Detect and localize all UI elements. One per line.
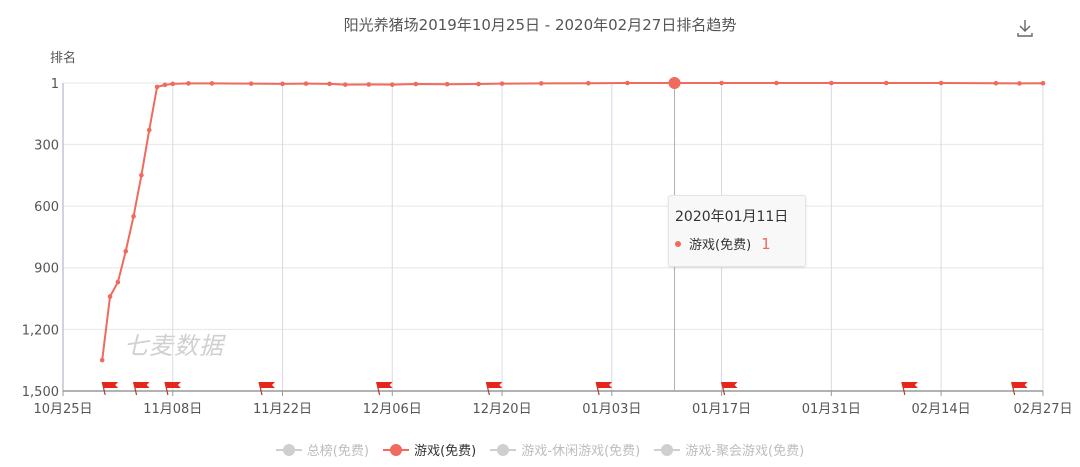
x-tick-label: 11月08日 [143, 402, 202, 417]
x-tick-label: 01月03日 [582, 402, 641, 417]
highlight-point [668, 77, 681, 89]
flag-icon-pole [376, 381, 381, 396]
data-point [829, 80, 834, 86]
x-tick-label: 12月06日 [363, 402, 422, 417]
data-point [938, 80, 944, 86]
flag-icon-pole [720, 381, 726, 396]
data-point [107, 294, 113, 299]
data-point [248, 81, 254, 86]
legend-item-party-games-free[interactable]: 游戏-聚会游戏(免费) [654, 440, 804, 459]
tooltip-value: 1 [761, 234, 771, 253]
legend-symbol [654, 443, 681, 456]
y-tick-label: 600 [34, 200, 59, 215]
data-point [342, 82, 348, 87]
data-point [538, 81, 544, 86]
flag-icon [376, 382, 393, 388]
data-point [883, 80, 889, 86]
flag-icon-pole [1011, 381, 1016, 396]
legend-item-casual-games-free[interactable]: 游戏-休闲游戏(免费) [490, 440, 640, 459]
flag-icon-pole [164, 381, 169, 396]
tooltip-row: 游戏(免费) 1 [675, 234, 771, 253]
legend-symbol [490, 443, 517, 456]
tooltip-title: 2020年01月11日 [675, 209, 789, 225]
data-point [774, 80, 779, 86]
flag-icon [1011, 382, 1028, 388]
data-point [303, 81, 309, 86]
y-tick-label: 300 [34, 138, 59, 153]
legend-label: 游戏-休闲游戏(免费) [521, 444, 641, 459]
flag-icon [596, 382, 613, 388]
data-point [327, 81, 332, 87]
watermark: 七麦数据 [124, 332, 224, 360]
data-point [123, 248, 129, 254]
flag-icon-pole [258, 381, 263, 396]
data-point [413, 81, 419, 87]
x-tick-label: 01月31日 [802, 402, 861, 417]
legend-item-overall-free[interactable]: 总榜(免费) [275, 440, 369, 459]
tooltip-series-marker [675, 240, 681, 247]
data-point [444, 81, 450, 87]
data-point [719, 80, 724, 86]
y-tick-label: 900 [34, 262, 59, 277]
chart-title: 阳光养猪场2019年10月25日 - 2020年02月27日排名趋势 [343, 16, 737, 34]
flag-icon [486, 382, 503, 388]
flag-icon [133, 382, 150, 388]
flag-icon-pole [485, 381, 490, 396]
flag-icon-pole [901, 381, 906, 396]
data-point [499, 81, 505, 86]
flag-icon-pole [132, 381, 138, 396]
data-point [993, 80, 999, 86]
data-point [366, 82, 372, 87]
x-tick-label: 11月22日 [253, 402, 312, 417]
data-point [139, 172, 144, 178]
data-point [585, 80, 591, 86]
chart-legend: 总榜(免费) 游戏(免费) 游戏-休闲游戏(免费) 游戏-聚会游戏(免费) [0, 440, 1080, 460]
flag-icon [259, 382, 275, 388]
y-tick-label: 1,500 [22, 385, 59, 400]
data-point [131, 214, 136, 219]
legend-item-games-free[interactable]: 游戏(免费) [383, 440, 476, 459]
flag-icon-pole [595, 381, 600, 396]
x-tick-label: 02月14日 [912, 402, 971, 417]
y-tick-label: 1,200 [22, 323, 59, 338]
data-point [99, 357, 105, 363]
chart-tooltip: 2020年01月11日 游戏(免费) 1 [668, 195, 806, 267]
tooltip-series-name: 游戏(免费) [689, 238, 752, 253]
data-point [1017, 81, 1022, 86]
legend-symbol [383, 443, 410, 456]
data-point [476, 81, 481, 87]
legend-symbol [275, 443, 302, 456]
download-icon[interactable] [1015, 18, 1035, 38]
legend-label: 总榜(免费) [306, 444, 369, 459]
data-point [209, 81, 215, 86]
x-tick-label: 12月20日 [472, 402, 531, 417]
data-point [1040, 80, 1046, 86]
data-point [115, 279, 121, 285]
legend-label: 游戏(免费) [414, 444, 477, 459]
data-point [625, 80, 630, 86]
flag-icon [102, 382, 119, 388]
series-line [101, 82, 1044, 361]
data-point [389, 82, 395, 87]
data-point [186, 81, 191, 86]
legend-label: 游戏-聚会游戏(免费) [685, 444, 805, 459]
flag-icon-pole [101, 381, 106, 396]
data-point [146, 127, 152, 133]
y-axis-name: 排名 [50, 51, 77, 66]
x-tick-label: 10月25日 [33, 402, 92, 417]
y-tick-label: 1 [51, 77, 59, 92]
flag-icon [164, 382, 181, 388]
data-point [280, 81, 285, 87]
data-point [170, 81, 176, 87]
data-point [162, 82, 168, 88]
data-point [154, 84, 160, 90]
x-tick-label: 01月17日 [692, 402, 751, 417]
x-tick-label: 02月27日 [1013, 402, 1072, 417]
flag-icon [901, 382, 918, 388]
flag-icon [721, 382, 738, 388]
